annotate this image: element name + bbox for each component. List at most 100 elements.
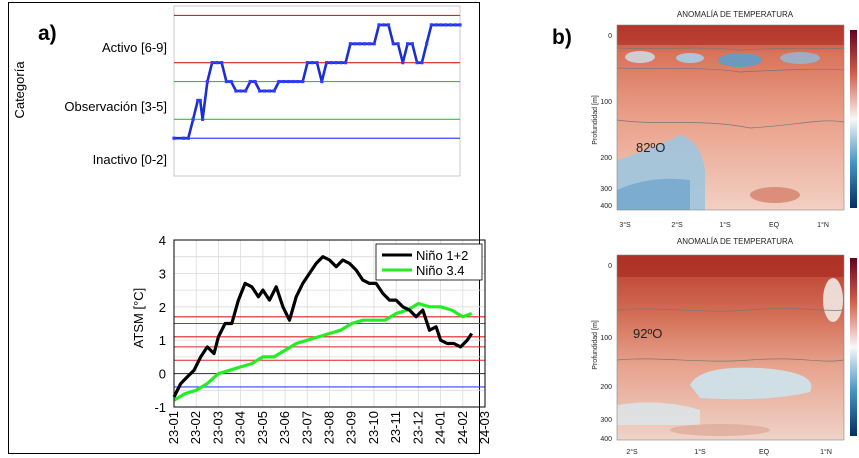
heatmap-bottom-surface-warm (617, 255, 844, 277)
heatmap-top-cold-core-1n (780, 52, 820, 64)
category-plot-area (173, 5, 461, 177)
category-point (348, 42, 352, 46)
category-point (191, 117, 195, 121)
category-point (363, 42, 367, 46)
category-point (253, 79, 257, 84)
atsm-xtick-label: 23-07 (299, 411, 314, 444)
category-point (415, 61, 419, 65)
atsm-xtick-label: 23-03 (210, 411, 225, 444)
heatmap-top-xtick-eq: EQ (769, 222, 780, 229)
category-ylabel: Categoría (12, 61, 27, 119)
atsm-legend: Niño 1+2 Niño 3.4 (375, 243, 483, 281)
category-point (305, 61, 310, 65)
category-point (267, 89, 271, 93)
heatmap-top-xtick-3s: 3°S (619, 221, 631, 229)
atsm-xtick-label: 23-06 (277, 411, 292, 444)
category-point (186, 136, 190, 140)
category-point (344, 61, 348, 65)
heatmap-bottom-xtick-1n: 1°N (820, 448, 832, 456)
category-point (339, 61, 343, 65)
category-point (425, 42, 429, 46)
category-point (377, 23, 381, 27)
atsm-xtick-label: 23-04 (233, 411, 248, 444)
category-point (329, 61, 333, 65)
category-point (277, 79, 281, 84)
atsm-ytick-label: -1 (154, 400, 166, 415)
heatmap-bottom-warm-deep (670, 424, 770, 436)
heatmap-bottom-ylabel: Profundidad [m] (592, 320, 599, 369)
heatmap-top-ytick-400: 400 (600, 203, 612, 210)
heatmap-bottom-ytick-200: 200 (600, 384, 612, 391)
category-point (224, 79, 229, 84)
category-point (324, 61, 329, 65)
atsm-xtick-label: 24-03 (477, 411, 492, 444)
heatmap-bottom-ytick-300: 300 (600, 417, 612, 424)
atsm-xtick-label: 23-11 (388, 411, 403, 443)
category-point (434, 23, 438, 27)
heatmap-top-ytick-300: 300 (600, 186, 612, 193)
heatmap-top-cold-deep-core (617, 178, 690, 210)
atsm-xtick-label: 23-02 (188, 411, 203, 444)
atsm-plot-frame (173, 239, 486, 408)
category-point (310, 61, 314, 65)
atsm-xtick-label: 23-12 (410, 411, 425, 444)
category-point (291, 79, 295, 84)
legend-label-nino12: Niño 1+2 (416, 248, 468, 263)
category-point (382, 23, 386, 27)
category-point (458, 23, 462, 27)
atsm-xtick-label: 23-10 (366, 411, 381, 444)
heatmap-top-lon-label: 82ºO (636, 140, 665, 155)
heatmap-top-ytick-100: 100 (600, 99, 612, 106)
category-point (196, 98, 200, 103)
category-point (420, 61, 424, 65)
heatmap-bottom-lon-label: 92ºO (633, 326, 662, 341)
category-point (358, 42, 362, 46)
category-point (272, 89, 276, 93)
category-point (396, 42, 400, 46)
heatmap-top-frame (616, 24, 845, 211)
atsm-ylabel: ATSM [°C] (131, 288, 146, 349)
category-point (367, 42, 372, 46)
heatmap-bottom-title: ANOMALÍA DE TEMPERATURA (677, 237, 794, 246)
heatmap-bottom-ytick-0: 0 (608, 263, 612, 270)
category-point (444, 23, 448, 27)
legend-box (375, 243, 483, 281)
heatmap-bottom-cold-lens (690, 367, 812, 400)
category-label-inactivo: Inactivo [0-2] (93, 152, 167, 167)
heatmap-bottom-contour-2 (616, 358, 845, 362)
atsm-xtick-label: 24-02 (455, 411, 470, 444)
category-point (448, 23, 453, 27)
category-point (229, 79, 233, 84)
category-point (391, 42, 395, 46)
category-point (239, 89, 243, 93)
heatmap-bottom-contour-1 (616, 308, 845, 312)
category-point (210, 61, 214, 65)
heatmap-top-contour-1 (616, 47, 845, 51)
heatmap-top-colorbar (850, 30, 857, 208)
category-point (296, 79, 300, 84)
panel-a-letter: a) (38, 22, 57, 45)
atsm-ytick-label: 0 (159, 367, 166, 382)
category-point (401, 61, 405, 65)
atsm-ytick-label: 1 (159, 333, 166, 348)
heatmap-top-cold-core-3s (625, 51, 655, 63)
panel-a-frame (8, 2, 480, 454)
heatmap-top-title: ANOMALÍA DE TEMPERATURA (677, 10, 794, 19)
category-point (410, 42, 414, 46)
panel-b-letter: b) (552, 26, 572, 49)
heatmap-bottom-ytick-100: 100 (600, 335, 612, 342)
heatmap-top-xtick-1s: 1°S (719, 221, 731, 229)
category-point (220, 61, 224, 65)
heatmap-bottom-xtick-1s: 1°S (694, 448, 706, 456)
category-point (181, 136, 186, 140)
heatmap-top-xtick-2s: 2°S (671, 221, 683, 229)
atsm-series-nino12 (172, 255, 474, 398)
category-point (205, 79, 209, 84)
category-point (172, 136, 176, 140)
category-point (248, 79, 252, 84)
heatmap-top-cold-core-eq (718, 53, 762, 67)
category-point (243, 89, 248, 93)
category-point (286, 79, 290, 84)
heatmap-bottom-xtick-2s: 2°S (626, 448, 638, 456)
